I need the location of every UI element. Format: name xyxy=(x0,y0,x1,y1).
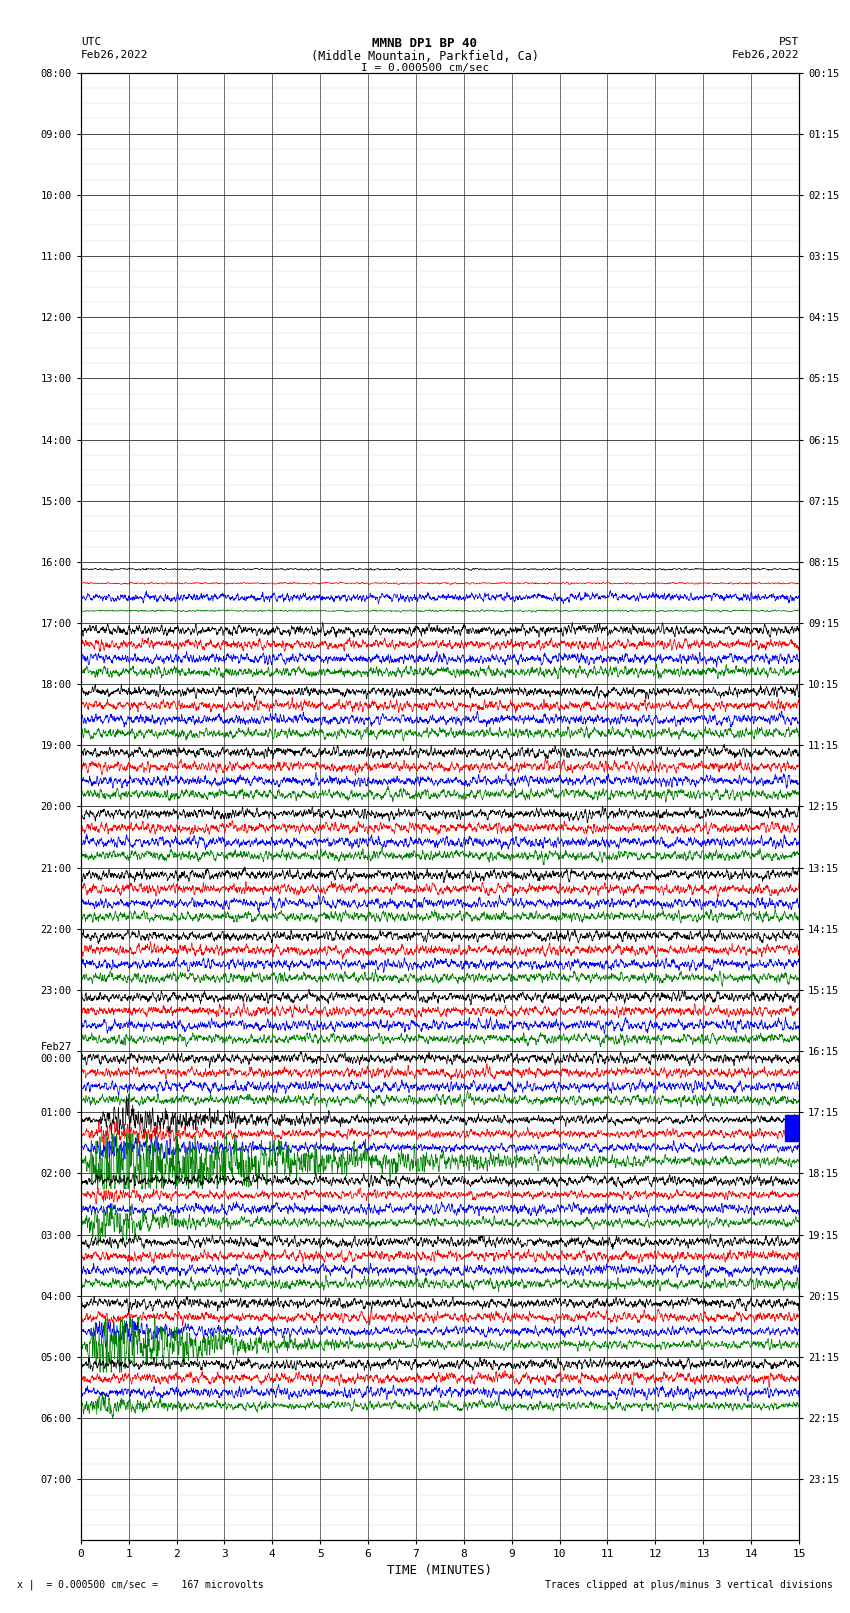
Text: Feb26,2022: Feb26,2022 xyxy=(81,50,148,60)
Text: I = 0.000500 cm/sec: I = 0.000500 cm/sec xyxy=(361,63,489,73)
Text: x |  = 0.000500 cm/sec =    167 microvolts: x | = 0.000500 cm/sec = 167 microvolts xyxy=(17,1579,264,1590)
Text: Feb26,2022: Feb26,2022 xyxy=(732,50,799,60)
Text: UTC: UTC xyxy=(81,37,101,47)
Text: Traces clipped at plus/minus 3 vertical divisions: Traces clipped at plus/minus 3 vertical … xyxy=(545,1581,833,1590)
Bar xyxy=(785,1115,799,1140)
Text: MMNB DP1 BP 40: MMNB DP1 BP 40 xyxy=(372,37,478,50)
X-axis label: TIME (MINUTES): TIME (MINUTES) xyxy=(388,1563,492,1576)
Text: PST: PST xyxy=(779,37,799,47)
Text: (Middle Mountain, Parkfield, Ca): (Middle Mountain, Parkfield, Ca) xyxy=(311,50,539,63)
